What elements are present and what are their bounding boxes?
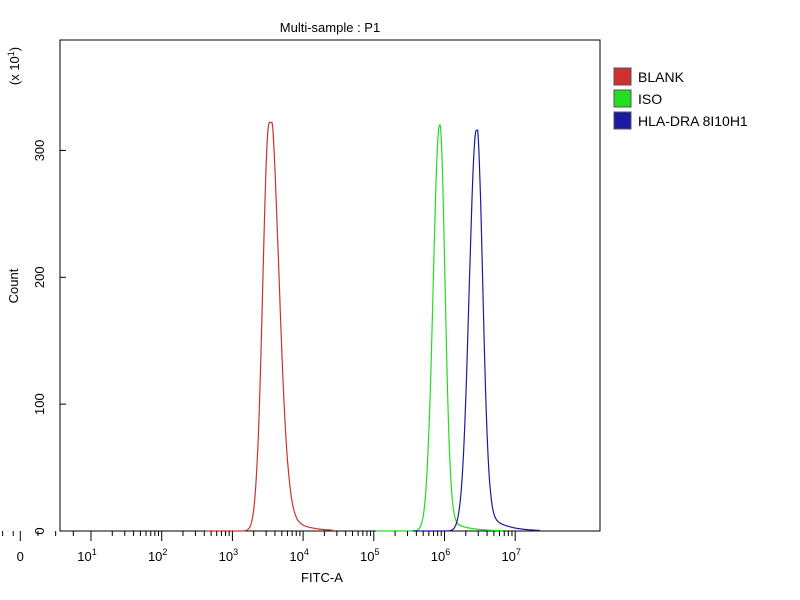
- legend-label: ISO: [638, 91, 662, 107]
- x-axis-title: FITC-A: [301, 570, 343, 585]
- legend-label: BLANK: [638, 69, 685, 85]
- histogram-curves: [205, 121, 540, 532]
- y-axis: 0 100 200 300: [32, 140, 66, 535]
- legend-swatch: [613, 67, 632, 86]
- series-line-iso: [375, 124, 504, 532]
- legend: BLANK ISO HLA-DRA 8I10H1: [613, 67, 748, 130]
- x-tick-label: 103: [219, 547, 238, 564]
- y-tick-label: 0: [32, 527, 47, 534]
- legend-swatch: [613, 89, 632, 108]
- series-line-blank: [205, 121, 333, 532]
- y-multiplier-label: (x 101): [6, 47, 22, 85]
- legend-label: HLA-DRA 8I10H1: [638, 113, 748, 129]
- x-tick-label: 102: [148, 547, 167, 564]
- y-tick-label: 200: [32, 266, 47, 288]
- y-axis-title: Count: [6, 268, 21, 303]
- legend-swatch: [613, 111, 632, 130]
- x-tick-label: 0: [17, 549, 24, 564]
- chart-title: Multi-sample : P1: [280, 20, 380, 35]
- x-tick-label: 106: [431, 547, 450, 564]
- plot-frame: [59, 39, 601, 532]
- y-tick-label: 300: [32, 140, 47, 162]
- x-tick-label: 104: [289, 547, 308, 564]
- x-tick-label: 107: [501, 547, 520, 564]
- y-tick-label: 100: [32, 393, 47, 415]
- x-tick-label: 101: [77, 547, 96, 564]
- x-tick-label: 105: [360, 547, 379, 564]
- x-axis: 0 101 102 103 104 105 106 107: [2, 531, 521, 564]
